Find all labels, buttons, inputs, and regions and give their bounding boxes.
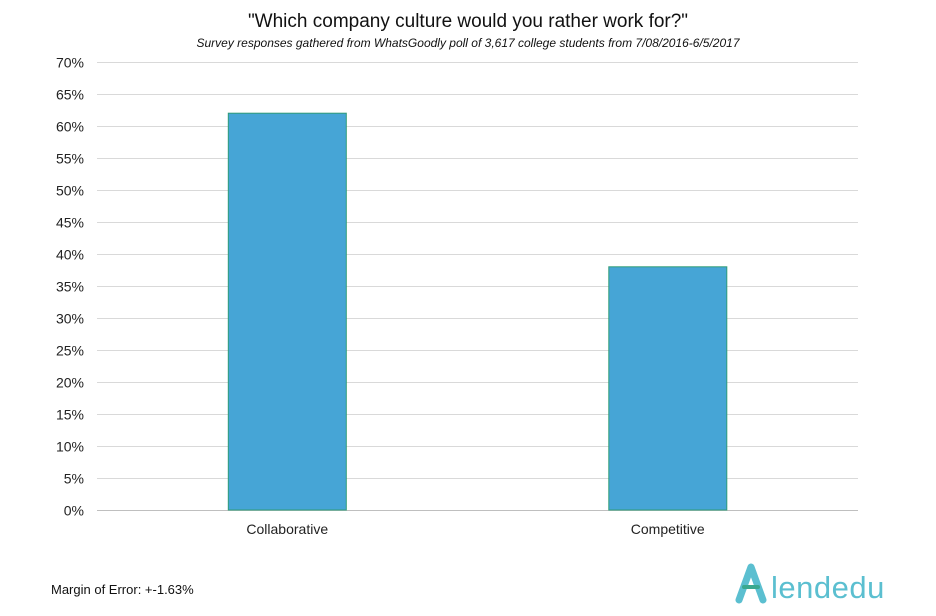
y-tick-label: 65%	[56, 87, 84, 103]
x-axis-categories: Collaborative Competitive	[246, 521, 705, 537]
y-tick-label: 10%	[56, 439, 84, 455]
y-tick-label: 60%	[56, 119, 84, 135]
y-tick-label: 25%	[56, 343, 84, 359]
bars	[227, 112, 728, 511]
x-category-label: Competitive	[631, 521, 705, 537]
y-tick-label: 40%	[56, 247, 84, 263]
gridlines	[97, 62, 858, 511]
y-tick-label: 45%	[56, 215, 84, 231]
y-tick-label: 35%	[56, 279, 84, 295]
y-tick-label: 30%	[56, 311, 84, 327]
y-tick-label: 20%	[56, 375, 84, 391]
chart-subtitle: Survey responses gathered from WhatsGood…	[197, 36, 741, 50]
y-tick-label: 15%	[56, 407, 84, 423]
y-tick-label: 70%	[56, 55, 84, 71]
lendedu-logo: lendedu	[735, 563, 885, 605]
bar-competitive	[608, 266, 728, 511]
x-category-label: Collaborative	[246, 521, 328, 537]
logo-text: lendedu	[771, 570, 885, 605]
y-tick-label: 50%	[56, 183, 84, 199]
lendedu-a-icon	[735, 563, 767, 604]
chart-title: "Which company culture would you rather …	[248, 11, 688, 32]
margin-of-error-note: Margin of Error: +-1.63%	[51, 582, 194, 597]
y-axis-ticks: 0% 5% 10% 15% 20% 25% 30% 35% 40% 45% 50% 55% 60% 65%…	[56, 55, 84, 519]
y-tick-label: 55%	[56, 151, 84, 167]
y-tick-label: 0%	[64, 503, 84, 519]
bar-collaborative	[227, 112, 347, 511]
y-tick-label: 5%	[64, 471, 84, 487]
